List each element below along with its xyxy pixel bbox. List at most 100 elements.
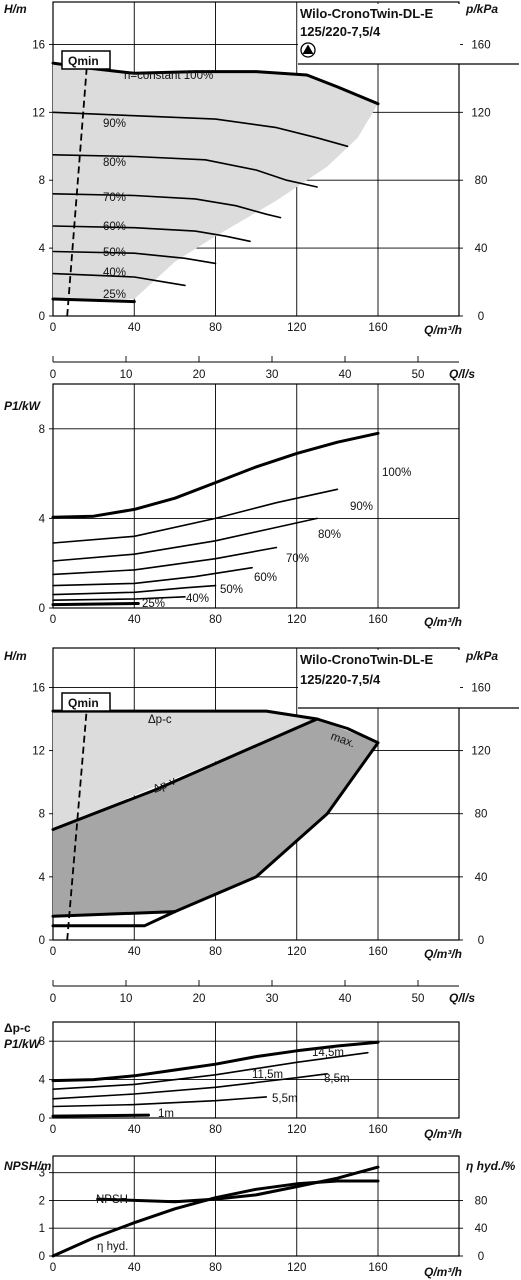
secondary-tick-label: 40 xyxy=(339,993,352,1005)
curve-label-60: 60% xyxy=(254,572,277,584)
secondary-x-axis-label: Q/l/s xyxy=(449,991,475,1005)
y-right-tick-label: 80 xyxy=(475,175,488,187)
curve-label-80: 80% xyxy=(318,529,341,541)
qmin-label: Qmin xyxy=(68,54,99,68)
x-tick-label: 0 xyxy=(50,322,56,334)
x-axis-label: Q/m³/h xyxy=(424,615,462,629)
y-tick-label: 3 xyxy=(39,1168,45,1180)
curve-5-5m xyxy=(52,1096,268,1108)
curve-50 xyxy=(52,250,217,265)
curve-70 xyxy=(52,546,278,576)
y-tick-label: 16 xyxy=(32,682,45,694)
y-right-tick-label: 40 xyxy=(475,1223,488,1235)
curve-25 xyxy=(51,297,136,304)
x-tick-label: 120 xyxy=(287,1124,306,1136)
title-box xyxy=(298,4,460,64)
dp-v-region xyxy=(53,719,378,917)
x-tick-label: 40 xyxy=(128,946,141,958)
x-tick-label: 120 xyxy=(287,614,306,626)
curve-label-70: 70% xyxy=(286,553,309,565)
secondary-flow-axis: 0 10 20 30 40 50 xyxy=(50,980,459,1005)
y-right-tick-label: 0 xyxy=(478,1251,484,1263)
x-tick-label: 160 xyxy=(368,1124,387,1136)
curve-100 xyxy=(51,431,380,519)
x-tick-label: 160 xyxy=(368,614,387,626)
y-tick-label: 2 xyxy=(39,1195,45,1207)
secondary-tick-label: 20 xyxy=(193,369,206,381)
x-tick-label: 0 xyxy=(50,1262,56,1274)
curve-max xyxy=(173,717,380,914)
y-tick-label: 8 xyxy=(39,424,45,436)
curve-label-70: 70% xyxy=(103,192,126,204)
curve-60 xyxy=(52,225,251,243)
y-tick-label: 8 xyxy=(39,1036,45,1048)
y-tick-label: 0 xyxy=(39,311,45,323)
npsh-efficiency-curves: NPSH η hyd. xyxy=(51,1165,380,1258)
chart-title-line1: Wilo-CronoTwin-DL-E xyxy=(300,652,434,667)
y-right-tick-label: 80 xyxy=(475,1195,488,1207)
y-tick-label: 4 xyxy=(39,872,46,884)
x-tick-label: 160 xyxy=(368,1262,387,1274)
y-axis-label: H/m xyxy=(4,649,27,663)
power-flow-tick-labels: 0 40 80 120 160 0 4 8 xyxy=(39,424,388,626)
secondary-tick-label: 30 xyxy=(266,369,279,381)
y-tick-label: 0 xyxy=(39,935,45,947)
y-right-tick-label: 120 xyxy=(471,746,490,758)
secondary-tick-label: 0 xyxy=(50,369,56,381)
secondary-tick-label: 40 xyxy=(339,369,352,381)
power-flow-grid xyxy=(49,383,460,609)
y-right-tick-label: 0 xyxy=(478,935,484,947)
curve-80 xyxy=(52,154,318,188)
curve-label-11-5m: 11,5m xyxy=(252,1069,283,1081)
x-axis-label: Q/m³/h xyxy=(424,947,462,961)
curve-label-40: 40% xyxy=(186,593,209,605)
chart-title-line2: 125/220-7,5/4 xyxy=(300,24,381,39)
curve-label-hyd: η hyd. xyxy=(97,1241,128,1253)
y-axis-label: P1/kW xyxy=(4,399,42,413)
qmin-label: Qmin xyxy=(68,696,99,710)
y-right-tick-label: 0 xyxy=(478,311,484,323)
y-axis-label-right: η hyd./% xyxy=(466,1159,516,1173)
curve-label-50: 50% xyxy=(220,584,243,596)
x-tick-label: 80 xyxy=(209,322,222,334)
secondary-tick-label: 10 xyxy=(120,369,133,381)
curve-50 xyxy=(52,584,217,596)
y-right-tick-label: 40 xyxy=(475,243,488,255)
curve-label-14-5m: 14,5m xyxy=(312,1047,344,1059)
curve-label-8-5m: 8,5m xyxy=(324,1073,350,1085)
y-tick-label: 4 xyxy=(39,513,46,525)
npsh-efficiency-chart: NPSH η hyd. 0 40 80 120 160 0 1 2 3 0 40 80 NPSH/m η… xyxy=(4,1155,516,1279)
curve-p-c xyxy=(51,709,319,721)
dp-power-curves: 14,5m 11,5m 8,5m 5,5m 1m xyxy=(51,1040,380,1120)
curve-label-25: 25% xyxy=(103,289,126,301)
x-tick-label: 40 xyxy=(128,614,141,626)
curve-label-90: 90% xyxy=(350,501,373,513)
curve-label-40: 40% xyxy=(103,267,126,279)
y-tick-label: 16 xyxy=(32,39,45,51)
y-axis-label-right: p/kPa xyxy=(465,649,498,663)
x-tick-label: 0 xyxy=(50,614,56,626)
curve-hyd xyxy=(51,1179,380,1258)
x-axis-label: Q/m³/h xyxy=(424,1127,462,1141)
secondary-tick-label: 30 xyxy=(266,993,279,1005)
curve-80 xyxy=(52,517,318,562)
x-tick-label: 160 xyxy=(368,322,387,334)
y-axis-label-right: p/kPa xyxy=(465,2,498,16)
secondary-flow-axis: 0 10 20 30 40 50 xyxy=(50,356,459,381)
operating-region xyxy=(53,63,378,299)
title-box xyxy=(298,650,460,708)
x-tick-label: 40 xyxy=(128,1262,141,1274)
curve-p-v xyxy=(51,717,319,831)
curve-npsh xyxy=(96,1165,380,1204)
x-tick-label: 120 xyxy=(287,1262,306,1274)
y-right-tick-label: 40 xyxy=(475,872,488,884)
curve-11-5m xyxy=(52,1051,369,1090)
curve-label-25: 25% xyxy=(142,598,165,610)
secondary-tick-label: 50 xyxy=(412,993,425,1005)
curve-40 xyxy=(52,272,186,287)
rotation-direction-icon xyxy=(300,42,316,58)
x-axis-label: Q/m³/h xyxy=(424,1265,462,1279)
